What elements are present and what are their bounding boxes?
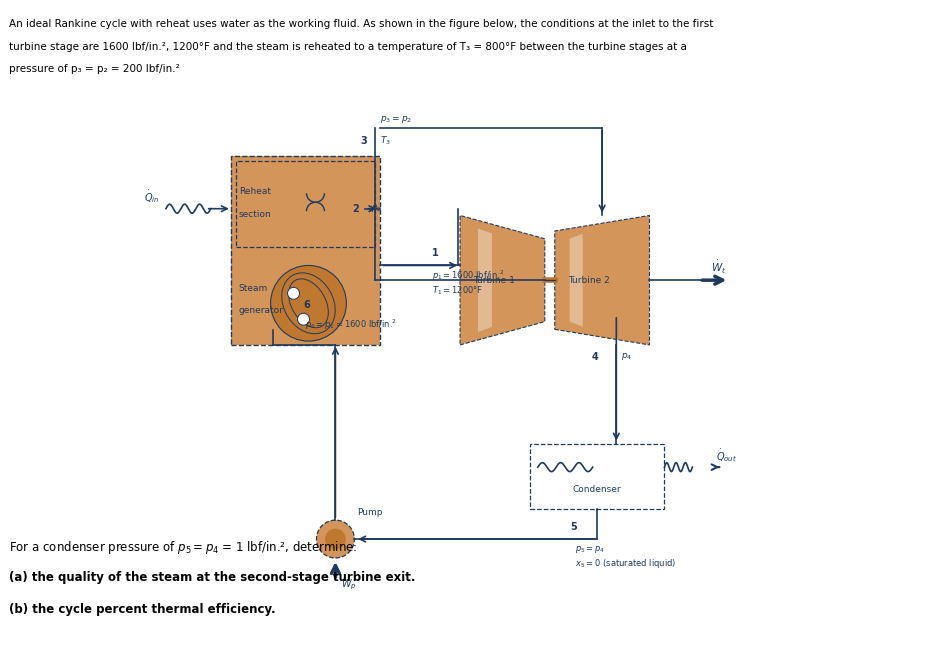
Text: $p_6 = p_1 = 1600$ lbf/in.$^2$: $p_6 = p_1 = 1600$ lbf/in.$^2$: [305, 318, 397, 332]
FancyBboxPatch shape: [530, 444, 665, 509]
Text: pressure of p₃ = p₂ = 200 lbf/in.²: pressure of p₃ = p₂ = 200 lbf/in.²: [9, 64, 180, 75]
Text: For a condenser pressure of $p_5 = p_4$ = 1 lbf/in.², determine:: For a condenser pressure of $p_5 = p_4$ …: [9, 539, 358, 555]
Text: $W_p$: $W_p$: [341, 578, 357, 592]
Text: $p_1 = 1600$ lbf/in.$^2$: $p_1 = 1600$ lbf/in.$^2$: [432, 268, 504, 283]
Text: 2: 2: [353, 204, 359, 213]
Circle shape: [298, 313, 309, 325]
Text: $p_2$: $p_2$: [372, 203, 382, 214]
Circle shape: [270, 266, 346, 341]
Text: Steam: Steam: [239, 284, 268, 293]
Text: $T_3$: $T_3$: [380, 135, 392, 147]
Text: Condenser: Condenser: [573, 485, 622, 494]
Text: $p_4$: $p_4$: [621, 352, 632, 362]
Text: $\dot{W}_t$: $\dot{W}_t$: [711, 259, 727, 276]
Text: An ideal Rankine cycle with reheat uses water as the working fluid. As shown in : An ideal Rankine cycle with reheat uses …: [9, 19, 714, 30]
Text: Pump: Pump: [357, 508, 383, 517]
Text: 3: 3: [360, 136, 367, 146]
Text: (a) the quality of the steam at the second-stage turbine exit.: (a) the quality of the steam at the seco…: [9, 571, 416, 584]
Text: Reheat: Reheat: [239, 186, 271, 195]
Text: 4: 4: [592, 352, 598, 362]
Text: section: section: [239, 210, 271, 219]
Text: $\dot{Q}_{out}$: $\dot{Q}_{out}$: [717, 447, 738, 464]
Text: Turbine 2: Turbine 2: [568, 275, 610, 284]
Polygon shape: [478, 228, 492, 332]
Text: 6: 6: [303, 300, 310, 310]
Circle shape: [317, 520, 355, 558]
Text: 1: 1: [432, 248, 439, 259]
Text: $\dot{Q}_{in}$: $\dot{Q}_{in}$: [144, 188, 159, 205]
Circle shape: [287, 288, 300, 299]
Polygon shape: [460, 215, 545, 345]
Text: $p_5 = p_4$: $p_5 = p_4$: [575, 544, 606, 555]
Text: turbine stage are 1600 lbf/in.², 1200°F and the steam is reheated to a temperatu: turbine stage are 1600 lbf/in.², 1200°F …: [9, 42, 687, 52]
Polygon shape: [555, 215, 649, 345]
Text: $p_3 = p_2$: $p_3 = p_2$: [380, 114, 412, 125]
Text: generator: generator: [239, 306, 283, 315]
Text: $x_5 = 0$ (saturated liquid): $x_5 = 0$ (saturated liquid): [575, 557, 677, 570]
Circle shape: [325, 529, 346, 550]
Polygon shape: [570, 233, 583, 327]
FancyBboxPatch shape: [230, 155, 380, 345]
Text: (b) the cycle percent thermal efficiency.: (b) the cycle percent thermal efficiency…: [9, 603, 276, 616]
Text: $T_1 = 1200°$F: $T_1 = 1200°$F: [432, 284, 483, 297]
Text: 5: 5: [570, 522, 577, 532]
Text: Turbine 1: Turbine 1: [473, 275, 515, 284]
